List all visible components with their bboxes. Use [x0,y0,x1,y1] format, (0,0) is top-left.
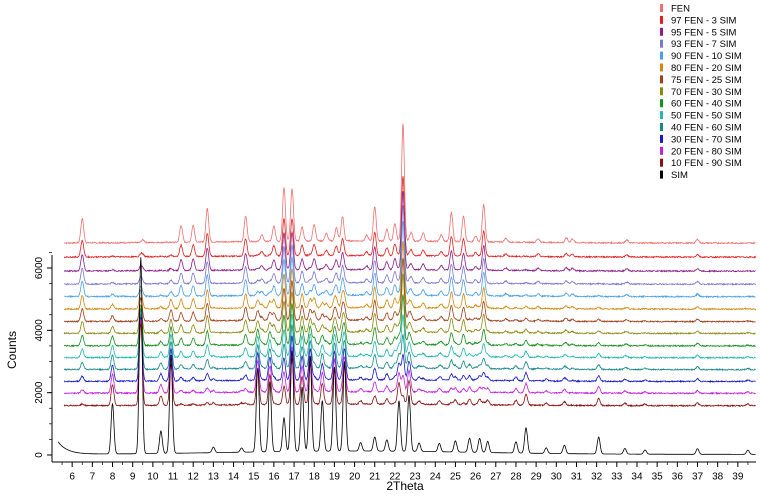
x-tick-label: 26 [470,471,482,482]
x-tick-label: 39 [732,471,744,482]
legend-label: 40 FEN - 60 SIM [671,123,742,134]
x-tick-label: 11 [168,471,179,482]
x-tick-label: 38 [712,471,724,482]
y-tick-label: 2000 [34,381,45,404]
y-tick-label: 0 [34,452,45,458]
legend-label: 10 FEN - 90 SIM [671,158,742,169]
x-tick-label: 7 [90,471,96,482]
series-line-3 [64,205,756,286]
legend-label: SIM [671,170,688,181]
series-lines [57,123,756,455]
x-tick-label: 21 [369,471,381,482]
legend-swatch [660,146,663,155]
legend-label: 97 FEN - 3 SIM [671,15,737,26]
x-tick-label: 36 [672,471,684,482]
series-line-14 [57,257,756,455]
legend-label: 70 FEN - 30 SIM [671,87,742,98]
axes: 6 7 8 9 10 11 12 13 14 15 16 17 18 19 20 21 22 23 24 25 26 27… [34,252,756,482]
x-tick-label: 18 [309,471,321,482]
legend-label: 93 FEN - 7 SIM [671,39,737,50]
legend-label: 95 FEN - 5 SIM [671,27,737,38]
x-tick-label: 19 [329,471,341,482]
x-tick-label: 25 [450,471,462,482]
x-tick-label: 32 [591,471,603,482]
legend-swatch [660,99,663,108]
y-tick-label: 4000 [34,319,45,342]
legend-swatch [660,15,663,24]
series-line-13 [63,323,756,408]
x-tick-label: 6 [69,471,75,482]
legend-label: 75 FEN - 25 SIM [671,75,742,86]
legend-label: 30 FEN - 70 SIM [671,134,742,145]
x-tick-label: 37 [692,471,704,482]
x-tick-label: 9 [130,471,136,482]
y-tick-label: 6000 [34,256,45,279]
series-line-11 [63,316,756,384]
legend-label: 20 FEN - 80 SIM [671,146,742,157]
x-tick-label: 29 [531,471,543,482]
y-axis-label: Counts [5,331,19,369]
legend-label: 90 FEN - 10 SIM [671,51,742,62]
legend-swatch [660,51,663,60]
series-line-1 [63,175,756,259]
series-line-0 [64,123,756,245]
legend-swatch [660,87,663,96]
x-tick-label: 34 [631,471,643,482]
x-tick-label: 15 [248,471,260,482]
legend-swatch [660,111,663,120]
x-tick-label: 24 [430,471,442,482]
legend-swatch [660,170,663,179]
series-line-7 [63,273,756,336]
x-tick-label: 16 [268,471,280,482]
x-tick-label: 20 [349,471,361,482]
series-line-6 [63,258,756,324]
legend-swatch [660,63,663,72]
legend-swatch [660,27,663,36]
series-line-4 [63,221,756,299]
legend-swatch [660,134,663,143]
series-line-8 [63,294,756,348]
x-tick-label: 30 [551,471,563,482]
x-tick-label: 22 [389,471,401,482]
x-tick-label: 8 [110,471,116,482]
x-tick-label: 12 [188,471,200,482]
series-line-10 [63,313,756,372]
x-axis-label: 2Theta [386,479,424,493]
x-tick-label: 10 [147,471,159,482]
x-tick-label: 23 [410,471,422,482]
series-line-2 [64,191,756,273]
x-tick-label: 33 [611,471,623,482]
legend-swatch [660,158,663,167]
x-tick-label: 35 [652,471,664,482]
series-line-9 [63,310,756,360]
x-tick-label: 27 [490,471,502,482]
x-tick-label: 14 [228,471,240,482]
x-tick-label: 31 [571,471,583,482]
legend-swatch [660,123,663,131]
legend-swatch [660,4,663,12]
legend-label: 60 FEN - 40 SIM [671,99,742,110]
legend-label: FEN [671,4,690,15]
series-line-5 [64,241,756,311]
x-tick-label: 13 [208,471,220,482]
series-line-12 [63,319,756,396]
legend-swatch [660,75,663,84]
legend-label: 50 FEN - 50 SIM [671,111,742,122]
x-tick-label: 17 [289,471,301,482]
legend-label: 80 FEN - 20 SIM [671,63,742,74]
legend-swatch [660,39,663,48]
x-tick-label: 28 [510,471,522,482]
